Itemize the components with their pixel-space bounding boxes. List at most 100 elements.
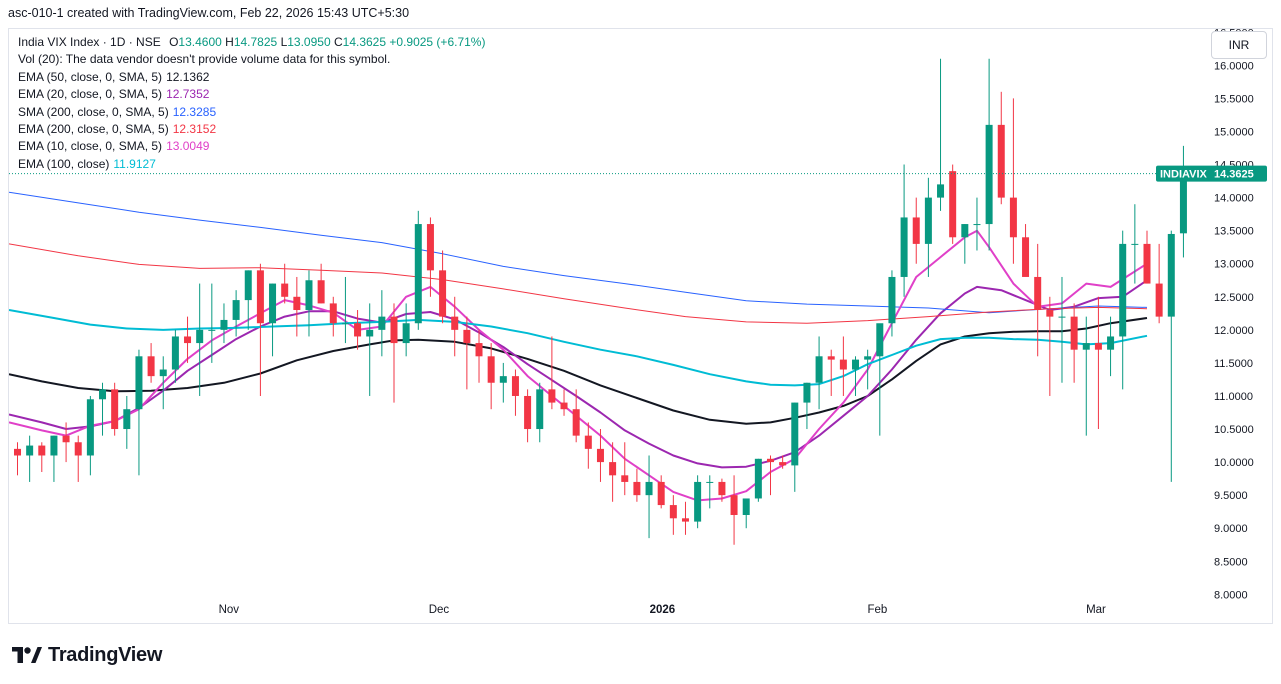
candle (730, 475, 738, 545)
candle (1119, 230, 1127, 390)
candle (1022, 224, 1030, 277)
moving-average-lines (9, 191, 1148, 502)
candle (524, 389, 532, 443)
candle (900, 164, 908, 297)
legend-indicator-row[interactable]: EMA (50, close, 0, SMA, 5) 12.1362 (18, 69, 485, 86)
candle (317, 263, 325, 304)
candle-body (414, 224, 422, 324)
legend-volume-row[interactable]: Vol (20): The data vendor doesn't provid… (18, 51, 485, 68)
candle (14, 442, 22, 476)
candle (815, 336, 823, 410)
candle-body (366, 329, 374, 337)
candle (487, 343, 495, 410)
candle-body (997, 124, 1005, 198)
candle (839, 336, 847, 396)
indicator-label: EMA (50, close, 0, SMA, 5) (18, 69, 163, 84)
ohlc-open-label: O (169, 35, 179, 49)
candle (86, 395, 94, 476)
ohlc-high: 14.7825 (233, 35, 278, 49)
candle-body (1155, 283, 1163, 317)
legend-indicator-row[interactable]: EMA (20, close, 0, SMA, 5) 12.7352 (18, 86, 485, 103)
candle (609, 442, 617, 502)
candle (475, 329, 483, 383)
candle-body (74, 442, 82, 456)
candle (973, 197, 981, 251)
candle (1179, 145, 1187, 258)
candle (1046, 296, 1054, 396)
candle-body (1022, 237, 1030, 277)
candle-body (560, 402, 568, 410)
candle (50, 435, 58, 482)
candle-body (354, 323, 362, 337)
candle-body (14, 448, 22, 456)
tradingview-logo[interactable]: TradingView (12, 642, 162, 668)
candle-body (1034, 276, 1042, 311)
candle-body (827, 356, 835, 360)
candle (123, 395, 131, 449)
candle (111, 382, 119, 436)
legend-symbol-row[interactable]: India VIX Index · 1D · NSE O13.4600 H14.… (18, 34, 485, 51)
candle-body (317, 280, 325, 304)
candle (681, 501, 689, 535)
candle (293, 276, 301, 337)
y-tick-label: 15.5000 (1214, 93, 1254, 105)
x-tick-label: 2026 (650, 604, 676, 616)
indicator-value: 12.3152 (172, 121, 217, 136)
candle-body (730, 495, 738, 515)
legend-indicator-row[interactable]: EMA (200, close, 0, SMA, 5) 12.3152 (18, 121, 485, 138)
y-tick-label: 10.5000 (1214, 424, 1254, 436)
ohlc-low: 13.0950 (287, 35, 331, 49)
candle (997, 91, 1005, 205)
candle-body (111, 389, 119, 430)
x-tick-label: Mar (1086, 604, 1106, 616)
candle (754, 458, 762, 502)
candle-body (815, 356, 823, 383)
candle-body (1009, 197, 1017, 238)
candle (426, 217, 434, 297)
candle-body (1070, 316, 1078, 350)
candle-body (402, 323, 410, 344)
y-tick-label: 11.5000 (1214, 358, 1253, 370)
last-price-badge-value: 14.3625 (1214, 169, 1254, 181)
candle (937, 58, 945, 211)
candle (742, 498, 750, 529)
candle-body (378, 316, 386, 330)
candle (1082, 316, 1090, 436)
candle-body (220, 319, 228, 330)
candle (147, 343, 155, 383)
indicator-label: EMA (200, close, 0, SMA, 5) (18, 121, 169, 136)
candle (548, 336, 556, 410)
candle (657, 475, 665, 509)
candle-body (645, 481, 653, 496)
y-tick-label: 13.0000 (1214, 259, 1254, 271)
candle-body (524, 395, 532, 430)
candle (949, 164, 957, 244)
price-chart[interactable]: 8.0000 8.5000 9.0000 9.5000 10.0000 10.5000 11… (9, 29, 1272, 623)
candle-body (475, 343, 483, 357)
candle (341, 276, 349, 344)
currency-button[interactable]: INR (1211, 31, 1267, 59)
chart-header: asc-010-1 created with TradingView.com, … (8, 6, 410, 20)
candle-body (1107, 336, 1115, 350)
candle-body (694, 481, 702, 522)
chart-legend: India VIX Index · 1D · NSE O13.4600 H14.… (18, 34, 485, 173)
y-tick-label: 10.0000 (1214, 457, 1254, 469)
y-axis: 8.0000 8.5000 9.0000 9.5000 10.0000 10.5000 11… (1214, 29, 1254, 601)
candle-body (621, 475, 629, 482)
candle-body (1082, 343, 1090, 350)
candle-body (973, 224, 981, 226)
ma-line (9, 309, 1148, 387)
candle (791, 402, 799, 492)
candle (584, 422, 592, 469)
chart-frame[interactable]: 8.0000 8.5000 9.0000 9.5000 10.0000 10.5000 11… (8, 28, 1273, 624)
y-tick-label: 9.5000 (1214, 490, 1248, 502)
legend-indicator-row[interactable]: EMA (100, close) 11.9127 (18, 156, 485, 173)
candle-body (766, 458, 774, 463)
legend-indicator-row[interactable]: SMA (200, close, 0, SMA, 5) 12.3285 (18, 104, 485, 121)
last-price-badge-bg (1156, 165, 1267, 182)
legend-indicator-row[interactable]: EMA (10, close, 0, SMA, 5) 13.0049 (18, 138, 485, 155)
ohlc-high-label: H (225, 35, 234, 49)
candle (864, 349, 872, 390)
candle (779, 455, 787, 469)
symbol-name: India VIX Index · 1D · NSE (18, 35, 161, 49)
